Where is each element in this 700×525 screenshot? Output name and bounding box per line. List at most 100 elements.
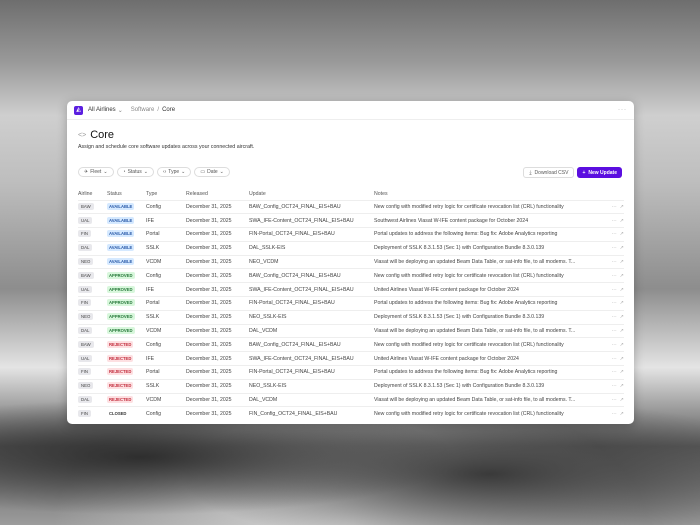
row-actions: ··· ↗ bbox=[594, 199, 624, 214]
more-icon[interactable]: ··· bbox=[611, 397, 617, 404]
filter-status[interactable]: ◔ Status ⌄ bbox=[116, 167, 154, 177]
released-cell: December 31, 2025 bbox=[186, 254, 249, 269]
col-type[interactable]: Type bbox=[146, 190, 158, 197]
logo-icon: ◭ bbox=[74, 105, 83, 115]
more-icon[interactable]: ··· bbox=[611, 314, 617, 321]
more-icon[interactable]: ··· bbox=[611, 286, 617, 293]
table-row[interactable]: UAL REJECTED IFE December 31, 2025 SWA_I… bbox=[78, 351, 624, 366]
open-external-icon[interactable]: ↗ bbox=[619, 300, 624, 307]
status-cell: AVAILABLE bbox=[107, 240, 146, 256]
open-external-icon[interactable]: ↗ bbox=[619, 231, 624, 238]
type-cell: Portal bbox=[146, 227, 186, 242]
released-cell: December 31, 2025 bbox=[186, 199, 249, 214]
more-icon[interactable]: ··· bbox=[611, 245, 617, 252]
airline-badge: FIN bbox=[78, 368, 91, 376]
filter-type[interactable]: ‹› Type ⌄ bbox=[156, 167, 192, 177]
open-external-icon[interactable]: ↗ bbox=[619, 272, 624, 279]
airline-cell: BAW bbox=[78, 337, 107, 352]
status-cell: APPROVED bbox=[107, 296, 146, 311]
notes-cell: United Airlines Viasat W-IFE content pac… bbox=[374, 282, 594, 297]
table-row[interactable]: BAW APPROVED Config December 31, 2025 BA… bbox=[78, 268, 624, 283]
more-icon[interactable]: ··· bbox=[611, 328, 617, 335]
more-icon[interactable]: ··· bbox=[611, 369, 617, 376]
download-csv-button[interactable]: ⤓ Download CSV bbox=[523, 167, 575, 178]
table-row[interactable]: DAL REJECTED VCDM December 31, 2025 DAL_… bbox=[78, 392, 624, 407]
table-row[interactable]: NEO AVAILABLE VCDM December 31, 2025 NEO… bbox=[78, 254, 624, 269]
table-row[interactable]: NEO REJECTED SSLK December 31, 2025 NEO_… bbox=[78, 378, 624, 394]
col-notes[interactable]: Notes bbox=[374, 190, 388, 197]
code-icon: <> bbox=[78, 131, 87, 139]
more-icon[interactable]: ··· bbox=[611, 355, 617, 362]
table-row[interactable]: BAW REJECTED Config December 31, 2025 BA… bbox=[78, 337, 624, 352]
filter-date[interactable]: ▭ Date ⌄ bbox=[194, 167, 230, 177]
breadcrumb-software[interactable]: Software bbox=[130, 107, 155, 113]
more-icon[interactable]: ··· bbox=[611, 341, 617, 348]
notes-cell: New config with modified retry logic for… bbox=[374, 268, 594, 283]
airline-cell: UAL bbox=[78, 351, 107, 366]
open-external-icon[interactable]: ↗ bbox=[619, 355, 624, 362]
col-status[interactable]: Status bbox=[107, 190, 122, 197]
table-row[interactable]: NEO APPROVED SSLK December 31, 2025 NEO_… bbox=[78, 309, 624, 325]
table-row[interactable]: FIN APPROVED Portal December 31, 2025 FI… bbox=[78, 296, 624, 311]
filter-label: Date bbox=[207, 169, 218, 175]
new-update-button[interactable]: + New Update bbox=[577, 167, 622, 178]
table-row[interactable]: UAL AVAILABLE IFE December 31, 2025 SWA_… bbox=[78, 213, 624, 228]
table-row[interactable]: FIN REJECTED Portal December 31, 2025 FI… bbox=[78, 365, 624, 380]
breadcrumb-separator: / bbox=[157, 107, 160, 113]
more-icon[interactable]: ··· bbox=[611, 231, 617, 238]
open-external-icon[interactable]: ↗ bbox=[619, 217, 624, 224]
table-row[interactable]: BAW AVAILABLE Config December 31, 2025 B… bbox=[78, 199, 624, 214]
open-external-icon[interactable]: ↗ bbox=[619, 397, 624, 404]
open-external-icon[interactable]: ↗ bbox=[619, 328, 624, 335]
type-cell: IFE bbox=[146, 351, 186, 366]
more-icon[interactable]: ··· bbox=[611, 272, 617, 279]
open-external-icon[interactable]: ↗ bbox=[619, 341, 624, 348]
status-badge: REJECTED bbox=[107, 340, 134, 348]
status-badge: REJECTED bbox=[107, 368, 134, 376]
type-cell: IFE bbox=[146, 213, 186, 228]
more-icon[interactable]: ··· bbox=[611, 411, 617, 418]
status-badge: REJECTED bbox=[107, 354, 134, 362]
status-cell: REJECTED bbox=[107, 365, 146, 380]
org-switcher[interactable]: All Airlines bbox=[88, 107, 116, 113]
airline-badge: FIN bbox=[78, 299, 91, 307]
more-icon[interactable]: ··· bbox=[611, 300, 617, 307]
table-row[interactable]: DAL AVAILABLE SSLK December 31, 2025 DAL… bbox=[78, 240, 624, 256]
open-external-icon[interactable]: ↗ bbox=[619, 314, 624, 321]
table-row[interactable]: DAL APPROVED VCDM December 31, 2025 DAL_… bbox=[78, 323, 624, 338]
update-cell: BAW_Config_OCT24_FINAL_EIS+BAU bbox=[249, 268, 374, 283]
type-cell: Config bbox=[146, 406, 186, 421]
open-external-icon[interactable]: ↗ bbox=[619, 259, 624, 266]
col-released[interactable]: Released bbox=[186, 190, 208, 197]
more-icon[interactable]: ··· bbox=[611, 203, 617, 210]
updates-table: Airline Status Type Released Update Note… bbox=[78, 188, 624, 421]
open-external-icon[interactable]: ↗ bbox=[619, 245, 624, 252]
row-actions: ··· ↗ bbox=[594, 309, 624, 325]
airline-cell: FIN bbox=[78, 296, 107, 311]
chevron-down-icon[interactable]: ⌄ bbox=[117, 107, 123, 114]
type-cell: Portal bbox=[146, 296, 186, 311]
table-row[interactable]: FIN AVAILABLE Portal December 31, 2025 F… bbox=[78, 227, 624, 242]
open-external-icon[interactable]: ↗ bbox=[619, 411, 624, 418]
col-update[interactable]: Update bbox=[249, 190, 266, 197]
table-row[interactable]: UAL APPROVED IFE December 31, 2025 SWA_I… bbox=[78, 282, 624, 297]
open-external-icon[interactable]: ↗ bbox=[619, 203, 624, 210]
more-icon[interactable]: ··· bbox=[611, 383, 617, 390]
released-cell: December 31, 2025 bbox=[186, 268, 249, 283]
table-row[interactable]: FIN CLOSED Config December 31, 2025 FIN_… bbox=[78, 406, 624, 421]
status-cell: APPROVED bbox=[107, 309, 146, 325]
notes-cell: New config with modified retry logic for… bbox=[374, 406, 594, 421]
more-icon[interactable]: ··· bbox=[618, 107, 627, 113]
released-cell: December 31, 2025 bbox=[186, 392, 249, 407]
airline-cell: DAL bbox=[78, 392, 107, 407]
type-cell: VCDM bbox=[146, 323, 186, 338]
more-icon[interactable]: ··· bbox=[611, 259, 617, 266]
filter-fleet[interactable]: ✈ Fleet ⌄ bbox=[78, 167, 114, 177]
open-external-icon[interactable]: ↗ bbox=[619, 369, 624, 376]
open-external-icon[interactable]: ↗ bbox=[619, 286, 624, 293]
status-cell: APPROVED bbox=[107, 268, 146, 283]
col-airline[interactable]: Airline bbox=[78, 190, 93, 197]
notes-cell: Deployment of SSLK 8.3.1.53 (Sec 1) with… bbox=[374, 309, 594, 325]
more-icon[interactable]: ··· bbox=[611, 217, 617, 224]
open-external-icon[interactable]: ↗ bbox=[619, 383, 624, 390]
